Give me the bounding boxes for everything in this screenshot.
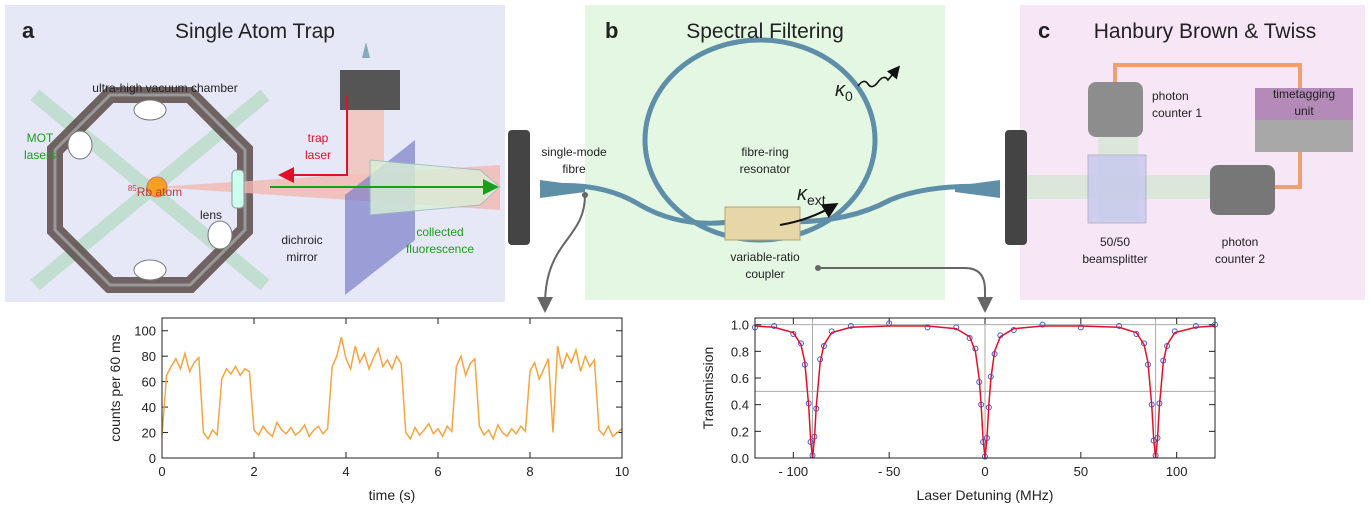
kappa: κ0 [835, 79, 853, 104]
y-tick-label: 0 [149, 451, 156, 466]
x-tick-label: - 50 [878, 464, 900, 479]
label-sup: 85 [128, 184, 137, 193]
label: fibre [562, 162, 586, 176]
panel-letter: a [22, 18, 35, 43]
y-axis-label: Transmission [700, 347, 716, 430]
label: variable-ratio [730, 250, 800, 264]
link-dot [582, 192, 588, 198]
x-tick-label: 0 [981, 464, 988, 479]
panel-title: Hanbury Brown & Twiss [1094, 20, 1317, 43]
data-point [1133, 331, 1140, 337]
label: dichroic [281, 233, 322, 247]
data-point [771, 323, 778, 329]
label: mirror [286, 250, 317, 264]
x-tick-label: 100 [1166, 464, 1188, 479]
kappa-sub: 0 [845, 88, 853, 104]
data-point [1116, 323, 1123, 329]
data-line [161, 336, 623, 441]
x-tick-label: 6 [434, 464, 441, 479]
resonator-drawing [539, 37, 1001, 243]
y-tick-label: 0.8 [731, 344, 749, 359]
y-axis-label: counts per 60 ms [107, 334, 123, 441]
trap-drawing [30, 42, 530, 295]
label: laser [305, 148, 331, 162]
data-point [924, 324, 931, 331]
kappa: κext [797, 183, 826, 208]
panel-c-bg [1020, 5, 1365, 300]
y-tick-label: 1.0 [731, 318, 749, 333]
label: beamsplitter [1082, 252, 1147, 266]
plot-frame [754, 317, 1216, 459]
label: MOT [27, 131, 54, 145]
x-tick-label: 50 [1074, 464, 1088, 479]
label: fluorescence [406, 242, 474, 256]
label: lens [200, 208, 222, 222]
label: 50/50 [1100, 235, 1130, 249]
label: collected [416, 225, 463, 239]
link-arrow [537, 194, 586, 313]
y-tick-label: 60 [142, 375, 156, 390]
data-point [966, 335, 973, 341]
label: photon [1222, 235, 1259, 249]
label: counter 2 [1215, 252, 1265, 266]
data-point [1192, 323, 1199, 329]
panel-letter: b [605, 18, 618, 43]
y-tick-label: 0.6 [731, 371, 749, 386]
label: resonator [740, 162, 791, 176]
y-tick-label: 0.4 [731, 398, 749, 413]
data-point [847, 323, 854, 329]
kappa: κ [797, 183, 808, 205]
label: unit [1294, 104, 1314, 118]
x-tick-label: 8 [526, 464, 533, 479]
y-tick-label: 0.0 [731, 451, 749, 466]
hbt-drawing [1005, 63, 1353, 245]
panel-title: Single Atom Trap [175, 20, 335, 43]
panel-title: Spectral Filtering [686, 20, 844, 43]
x-tick-label: 4 [342, 464, 349, 479]
x-axis-label: Laser Detuning (MHz) [917, 487, 1054, 503]
label: single-mode [541, 145, 607, 159]
label: fibre-ring [741, 145, 788, 159]
kappa-sub: ext [807, 192, 826, 208]
label: timetagging [1273, 87, 1335, 101]
label: photon [1152, 89, 1189, 103]
label: 85Rb atom [128, 184, 182, 199]
label: Rb atom [137, 185, 182, 199]
x-tick-label: 2 [250, 464, 257, 479]
label: trap [308, 131, 329, 145]
label: coupler [745, 267, 784, 281]
data-point [953, 324, 960, 331]
plot-frame [161, 317, 623, 459]
y-tick-label: 0.2 [731, 424, 749, 439]
x-axis-label: time (s) [369, 487, 416, 503]
y-tick-label: 80 [142, 349, 156, 364]
x-tick-label: 10 [615, 464, 629, 479]
y-tick-label: 20 [142, 426, 156, 441]
label: lasers [24, 148, 56, 162]
label: ultra-high vacuum chamber [92, 81, 237, 95]
data-point [1039, 321, 1046, 328]
label: counter 1 [1152, 106, 1202, 120]
kappa: κ [835, 79, 846, 101]
y-tick-label: 40 [142, 400, 156, 415]
data-point [1077, 324, 1084, 331]
link-arrow [818, 267, 993, 313]
y-tick-label: 100 [134, 324, 156, 339]
panel-letter: c [1038, 18, 1050, 43]
x-tick-label: 0 [158, 464, 165, 479]
x-tick-label: - 100 [779, 464, 809, 479]
data-point [790, 331, 797, 337]
